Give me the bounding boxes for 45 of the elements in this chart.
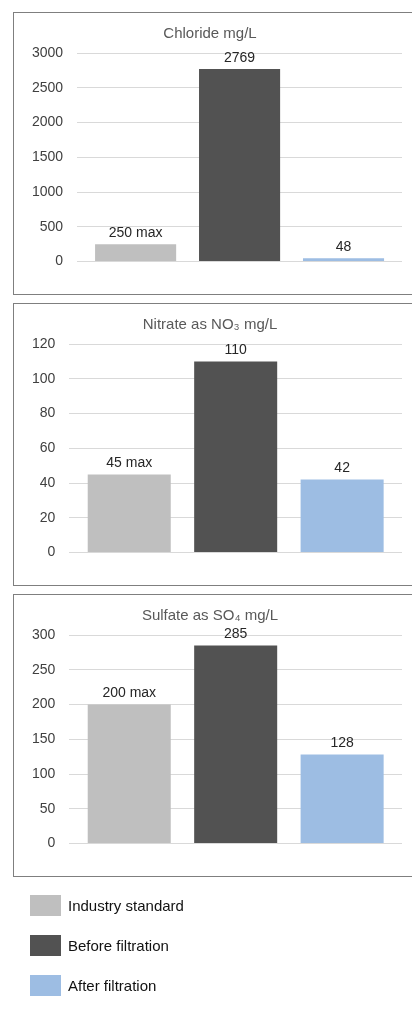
y-tick-label: 0 bbox=[55, 252, 64, 269]
bar bbox=[302, 258, 385, 262]
data-label: 110 bbox=[224, 341, 248, 358]
y-tick-label: 60 bbox=[39, 439, 56, 456]
bar bbox=[199, 69, 281, 262]
chart-title: Nitrate as NO₃ mg/L bbox=[142, 315, 278, 333]
y-tick-label: 40 bbox=[39, 473, 56, 490]
y-tick-label: 200 bbox=[32, 695, 56, 712]
y-tick-label: 20 bbox=[39, 508, 56, 525]
y-tick-label: 250 bbox=[32, 660, 56, 677]
legend-label: After filtration bbox=[68, 976, 157, 994]
y-tick-label: 0 bbox=[47, 834, 56, 851]
data-label: 2769 bbox=[223, 48, 256, 65]
y-tick-label: 100 bbox=[32, 369, 56, 386]
y-tick-label: 100 bbox=[32, 764, 56, 781]
bar bbox=[95, 244, 177, 262]
bar bbox=[87, 474, 171, 553]
data-label: 285 bbox=[224, 625, 248, 642]
data-label: 128 bbox=[330, 734, 355, 751]
y-tick-label: 1000 bbox=[31, 182, 64, 199]
y-tick-label: 150 bbox=[32, 730, 56, 747]
bar bbox=[300, 754, 384, 844]
legend-label: Before filtration bbox=[68, 936, 169, 954]
y-tick-label: 0 bbox=[47, 543, 56, 560]
y-tick-label: 1500 bbox=[31, 148, 64, 165]
bar bbox=[194, 645, 278, 844]
y-tick-label: 80 bbox=[39, 404, 56, 421]
chart-title: Chloride mg/L bbox=[163, 24, 257, 42]
data-label: 48 bbox=[335, 238, 352, 255]
bar bbox=[194, 361, 278, 553]
y-tick-label: 2500 bbox=[31, 78, 64, 95]
y-tick-label: 500 bbox=[39, 217, 64, 234]
bar bbox=[87, 704, 171, 844]
y-tick-label: 3000 bbox=[31, 43, 64, 60]
y-tick-label: 300 bbox=[32, 625, 56, 642]
y-tick-label: 50 bbox=[39, 799, 56, 816]
data-label: 200 max bbox=[102, 684, 157, 701]
chart-title: Sulfate as SO₄ mg/L bbox=[141, 606, 279, 624]
bar bbox=[300, 479, 384, 553]
data-label: 42 bbox=[334, 459, 351, 476]
y-tick-label: 120 bbox=[32, 334, 56, 351]
data-label: 250 max bbox=[108, 224, 163, 241]
data-label: 45 max bbox=[106, 454, 153, 471]
y-tick-label: 2000 bbox=[31, 113, 64, 130]
legend-label: Industry standard bbox=[68, 896, 184, 914]
